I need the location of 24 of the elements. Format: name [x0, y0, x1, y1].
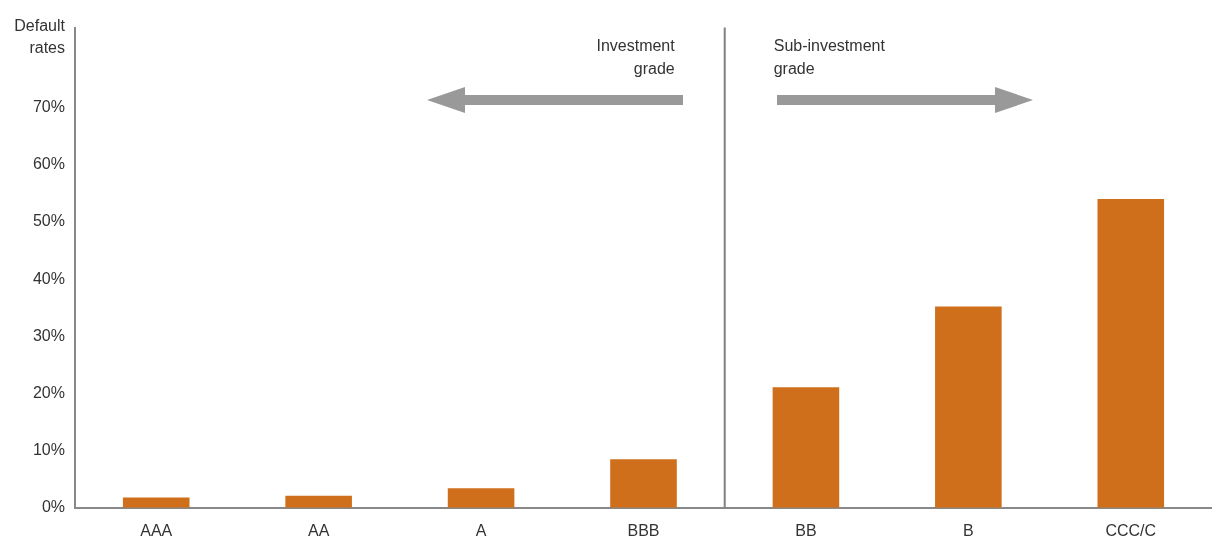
- x-tick-label: BB: [795, 521, 817, 539]
- y-tick-label: 40%: [32, 269, 65, 287]
- y-tick-label: 30%: [32, 326, 65, 344]
- y-tick-label: 50%: [32, 212, 65, 230]
- bar: [772, 387, 840, 508]
- x-tick-label: CCC/C: [1105, 521, 1157, 539]
- bar: [935, 306, 1002, 508]
- bar: [447, 488, 515, 508]
- annotation: Sub-investment grade: [773, 37, 886, 78]
- y-tick-label: 70%: [32, 98, 65, 116]
- bar: [610, 459, 677, 508]
- y-tick-label: 60%: [32, 155, 65, 173]
- x-tick-label: AAA: [140, 521, 173, 539]
- x-tick-label: A: [475, 521, 487, 539]
- x-tick-label: B: [963, 521, 974, 539]
- bar: [285, 495, 352, 508]
- annotation: Investment grade: [596, 37, 676, 78]
- x-tick-label: BBB: [627, 521, 660, 539]
- y-tick-label: 20%: [32, 383, 65, 401]
- bar: [1097, 199, 1165, 508]
- x-tick-label: AA: [307, 521, 330, 539]
- y-tick-label: 10%: [32, 441, 65, 459]
- y-axis-title: Default rates: [14, 17, 66, 57]
- y-tick-label: 0%: [41, 498, 65, 516]
